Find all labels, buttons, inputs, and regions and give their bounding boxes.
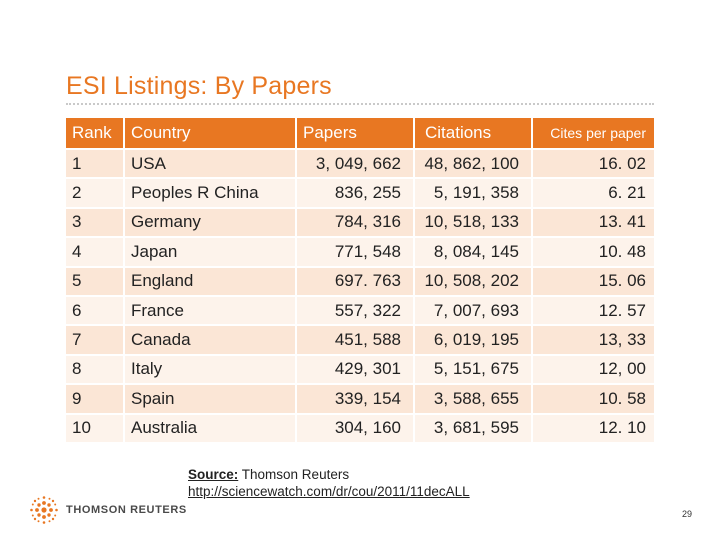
cell-rank: 5 [66, 265, 125, 296]
cell-cites-per-paper: 12, 00 [532, 353, 654, 385]
cell-citations: 3, 681, 595 [414, 412, 533, 442]
cell-citations: 48, 862, 100 [414, 147, 533, 179]
cell-citations: 5, 151, 675 [414, 353, 533, 385]
cell-papers: 304, 160 [296, 412, 415, 442]
header-citations: Citations [414, 118, 533, 149]
cell-cites-per-paper: 13. 41 [532, 206, 654, 238]
header-papers: Papers [296, 118, 415, 149]
table-row: 3 Germany 784, 316 10, 518, 133 13. 41 [66, 206, 654, 238]
table-row: 4 Japan 771, 548 8, 084, 145 10. 48 [66, 236, 654, 267]
source-note: Source: Thomson Reuters http://sciencewa… [188, 466, 470, 500]
cell-country: Canada [124, 324, 297, 355]
cell-papers: 429, 301 [296, 353, 415, 385]
cell-citations: 10, 508, 202 [414, 265, 533, 296]
cell-country: Japan [124, 236, 297, 267]
header-cites-per-paper: Cites per paper [532, 118, 654, 149]
cell-papers: 697. 763 [296, 265, 415, 296]
cell-citations: 7, 007, 693 [414, 294, 533, 326]
cell-citations: 3, 588, 655 [414, 383, 533, 414]
esi-table: Rank Country Papers Citations Cites per … [66, 118, 654, 442]
table-row: 7 Canada 451, 588 6, 019, 195 13, 33 [66, 324, 654, 355]
header-rank: Rank [66, 118, 125, 149]
cell-rank: 8 [66, 353, 125, 385]
cell-papers: 557, 322 [296, 294, 415, 326]
cell-country: USA [124, 147, 297, 179]
cell-country: Spain [124, 383, 297, 414]
cell-rank: 9 [66, 383, 125, 414]
cell-cites-per-paper: 10. 48 [532, 236, 654, 267]
logo-text: THOMSON REUTERS [66, 504, 187, 516]
slide-title: ESI Listings: By Papers [66, 72, 332, 100]
cell-papers: 451, 588 [296, 324, 415, 355]
cell-rank: 6 [66, 294, 125, 326]
cell-cites-per-paper: 6. 21 [532, 177, 654, 208]
table-header-row: Rank Country Papers Citations Cites per … [66, 118, 654, 149]
cell-cites-per-paper: 12. 57 [532, 294, 654, 326]
cell-cites-per-paper: 13, 33 [532, 324, 654, 355]
table-row: 5 England 697. 763 10, 508, 202 15. 06 [66, 265, 654, 296]
cell-papers: 771, 548 [296, 236, 415, 267]
cell-cites-per-paper: 15. 06 [532, 265, 654, 296]
table-row: 9 Spain 339, 154 3, 588, 655 10. 58 [66, 383, 654, 414]
cell-rank: 10 [66, 412, 125, 442]
cell-citations: 5, 191, 358 [414, 177, 533, 208]
header-country: Country [124, 118, 297, 149]
cell-cites-per-paper: 12. 10 [532, 412, 654, 442]
cell-country: Peoples R China [124, 177, 297, 208]
cell-citations: 8, 084, 145 [414, 236, 533, 267]
title-divider [66, 103, 654, 105]
table-row: 1 USA 3, 049, 662 48, 862, 100 16. 02 [66, 147, 654, 179]
cell-citations: 6, 019, 195 [414, 324, 533, 355]
table-row: 10 Australia 304, 160 3, 681, 595 12. 10 [66, 412, 654, 442]
cell-rank: 1 [66, 147, 125, 179]
thomson-reuters-logo: THOMSON REUTERS [28, 494, 187, 526]
table-row: 8 Italy 429, 301 5, 151, 675 12, 00 [66, 353, 654, 385]
cell-country: France [124, 294, 297, 326]
cell-papers: 339, 154 [296, 383, 415, 414]
cell-papers: 3, 049, 662 [296, 147, 415, 179]
table-row: 2 Peoples R China 836, 255 5, 191, 358 6. 21 [66, 177, 654, 208]
source-label: Source: [188, 467, 239, 482]
cell-country: England [124, 265, 297, 296]
page-number: 29 [681, 509, 692, 519]
cell-country: Germany [124, 206, 297, 238]
cell-papers: 836, 255 [296, 177, 415, 208]
cell-country: Australia [124, 412, 297, 442]
cell-citations: 10, 518, 133 [414, 206, 533, 238]
cell-cites-per-paper: 16. 02 [532, 147, 654, 179]
source-url[interactable]: http://sciencewatch.com/dr/cou/2011/11de… [188, 484, 470, 499]
cell-rank: 3 [66, 206, 125, 238]
cell-cites-per-paper: 10. 58 [532, 383, 654, 414]
cell-country: Italy [124, 353, 297, 385]
cell-rank: 4 [66, 236, 125, 267]
cell-rank: 7 [66, 324, 125, 355]
cell-rank: 2 [66, 177, 125, 208]
thomson-reuters-dot-icon [30, 496, 58, 524]
table-row: 6 France 557, 322 7, 007, 693 12. 57 [66, 294, 654, 326]
cell-papers: 784, 316 [296, 206, 415, 238]
source-publisher: Thomson Reuters [241, 467, 350, 482]
